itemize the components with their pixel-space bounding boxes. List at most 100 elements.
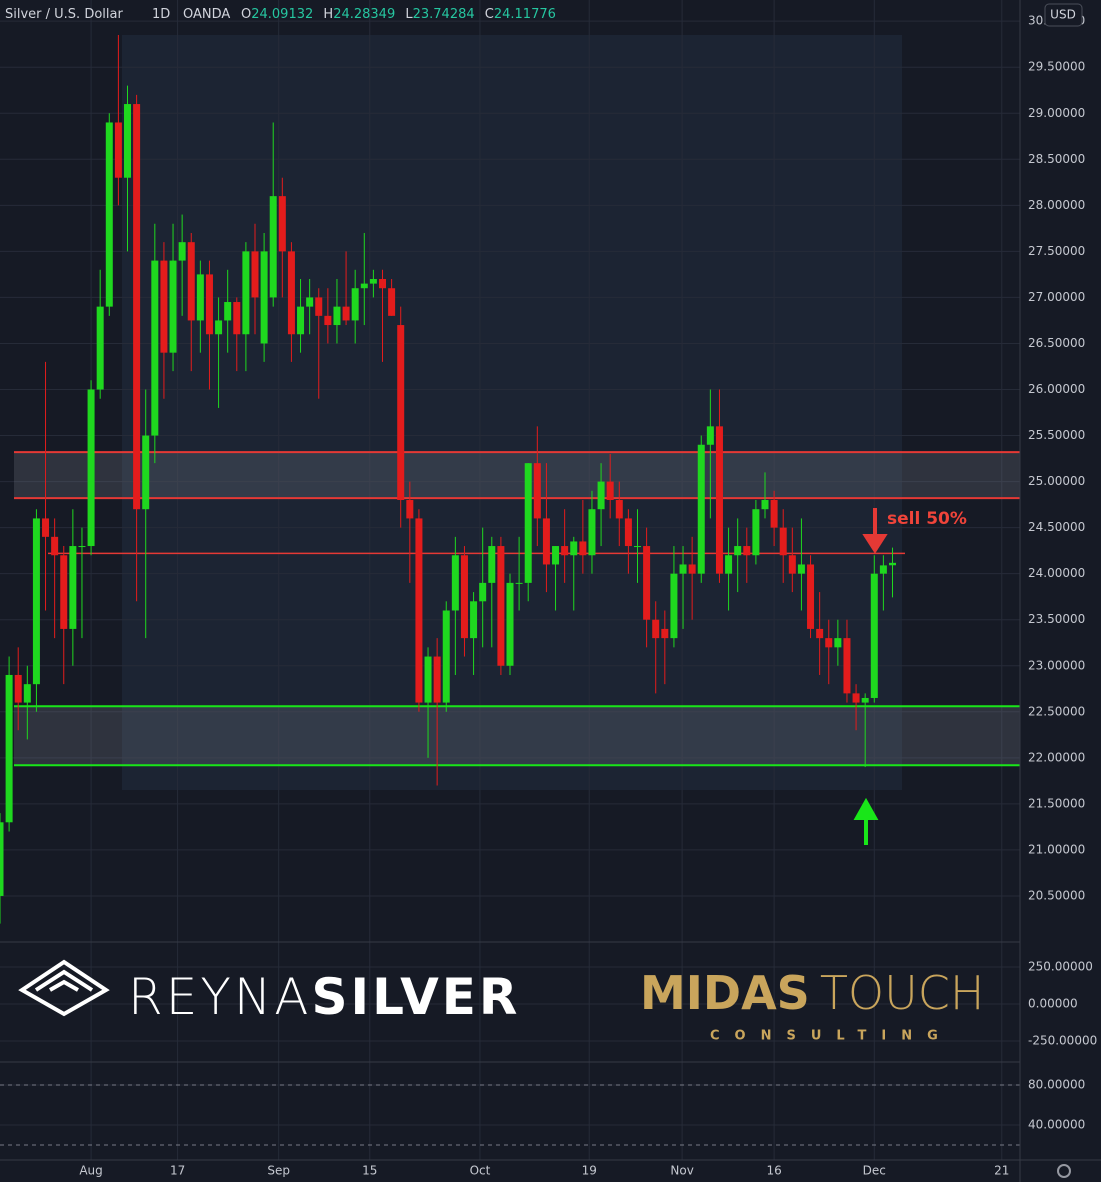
- currency-button[interactable]: [1044, 3, 1083, 27]
- axes: 20.50000 21.00000 21.50000 22.00000 22.50000…: [79, 14, 1097, 1178]
- sell-arrow: [862, 508, 888, 554]
- y-tick-label: 23.50000: [1028, 612, 1085, 626]
- candle-body: [734, 546, 742, 556]
- reyna-logo-icon: [18, 959, 110, 1017]
- candle-body: [752, 509, 760, 556]
- candle-body: [23, 684, 31, 703]
- candle-body: [406, 500, 414, 519]
- ohlc-label: H: [323, 7, 333, 22]
- x-tick-label: Dec: [863, 1164, 886, 1178]
- candle-body: [96, 306, 104, 390]
- ohlc-value: 24.11776: [494, 7, 556, 22]
- candle-body: [424, 656, 432, 703]
- candle-body: [178, 242, 186, 261]
- candle-body: [133, 104, 141, 510]
- candle-body: [360, 283, 368, 289]
- x-tick-label: 16: [766, 1164, 781, 1178]
- zone: [14, 452, 1020, 499]
- range-box: [122, 35, 902, 790]
- settings-icon[interactable]: [1057, 1164, 1071, 1178]
- candle-body: [843, 638, 851, 694]
- candle-body: [69, 546, 77, 629]
- candle-body: [706, 426, 714, 445]
- candle-body: [615, 500, 623, 519]
- candle-body: [460, 555, 468, 639]
- y-tick-label: 0.00000: [1028, 996, 1078, 1010]
- candle-body: [205, 274, 213, 335]
- candle-body: [169, 260, 177, 353]
- candle-body: [588, 509, 596, 556]
- candle-body: [533, 463, 541, 519]
- candle-body: [251, 251, 259, 298]
- y-tick-label: 21.00000: [1028, 842, 1085, 856]
- candle-body: [552, 546, 560, 565]
- candle-body: [679, 564, 687, 574]
- candle-body: [14, 674, 22, 703]
- candle-body: [151, 260, 159, 436]
- candle-body: [388, 288, 396, 316]
- candle-body: [124, 104, 131, 178]
- grid: [0, 0, 1020, 1160]
- y-tick-label: 27.00000: [1028, 290, 1085, 304]
- annotation: sell 50%: [887, 509, 967, 529]
- candle-body: [51, 536, 59, 556]
- candle-body: [351, 288, 359, 321]
- candle-body: [661, 628, 669, 639]
- candle-body: [624, 518, 632, 547]
- candle-body: [32, 518, 40, 685]
- source: OANDA: [183, 7, 230, 22]
- y-tick-label: 24.00000: [1028, 566, 1085, 580]
- y-tick-label: 25.50000: [1028, 428, 1085, 442]
- candle-body: [60, 555, 68, 629]
- candle-body: [451, 555, 459, 611]
- ohlc-value: 24.28349: [333, 7, 395, 22]
- x-tick-label: 15: [362, 1164, 377, 1178]
- logo-right: MIDAS TOUCH: [640, 966, 985, 1020]
- candle-body: [488, 546, 496, 583]
- candle-body: [187, 242, 195, 321]
- candle-body: [506, 582, 514, 666]
- ohlc-value: 23.74284: [413, 7, 475, 22]
- candle-body: [369, 279, 377, 284]
- candle-body: [78, 546, 86, 548]
- y-tick-label: -250.00000: [1028, 1033, 1097, 1047]
- candle-body: [497, 546, 505, 666]
- candle-body: [688, 564, 696, 574]
- symbol-title: Silver / U.S. Dollar: [5, 7, 123, 22]
- x-tick-label: 19: [582, 1164, 597, 1178]
- candle-body: [324, 315, 332, 326]
- candles: [0, 34, 896, 924]
- ohlc-label: C: [485, 7, 494, 22]
- buy-arrow: [853, 797, 879, 845]
- candle-body: [761, 500, 769, 510]
- y-tick-label: 250.00000: [1028, 960, 1093, 974]
- candle-body: [788, 555, 796, 574]
- candle-body: [670, 573, 678, 639]
- candle-body: [770, 500, 778, 528]
- candle-body: [889, 562, 896, 566]
- logo-subtitle: CONSULTING: [710, 1029, 953, 1044]
- interval: 1D: [152, 7, 170, 22]
- currency[interactable]: USD: [1050, 8, 1076, 22]
- x-tick-label: Aug: [79, 1164, 102, 1178]
- y-tick-label: 24.50000: [1028, 520, 1085, 534]
- logo-bold: MIDAS: [640, 966, 810, 1020]
- candle-body: [224, 302, 232, 321]
- candle-body: [415, 518, 423, 703]
- y-tick-label: 22.00000: [1028, 750, 1085, 764]
- candle-body: [397, 325, 405, 501]
- ohlc-label: L: [405, 7, 413, 22]
- candle-body: [570, 541, 578, 556]
- candle-body: [634, 546, 641, 548]
- logo-light: TOUCH: [820, 966, 985, 1020]
- y-tick-label: 28.00000: [1028, 198, 1085, 212]
- x-tick-label: Oct: [470, 1164, 491, 1178]
- candle-body: [597, 481, 605, 510]
- candle-body: [479, 582, 487, 602]
- y-tick-label: 80.00000: [1028, 1078, 1085, 1092]
- candle-body: [715, 426, 723, 574]
- candle-body: [287, 251, 295, 335]
- candle-body: [333, 306, 341, 326]
- candle-body: [87, 389, 95, 547]
